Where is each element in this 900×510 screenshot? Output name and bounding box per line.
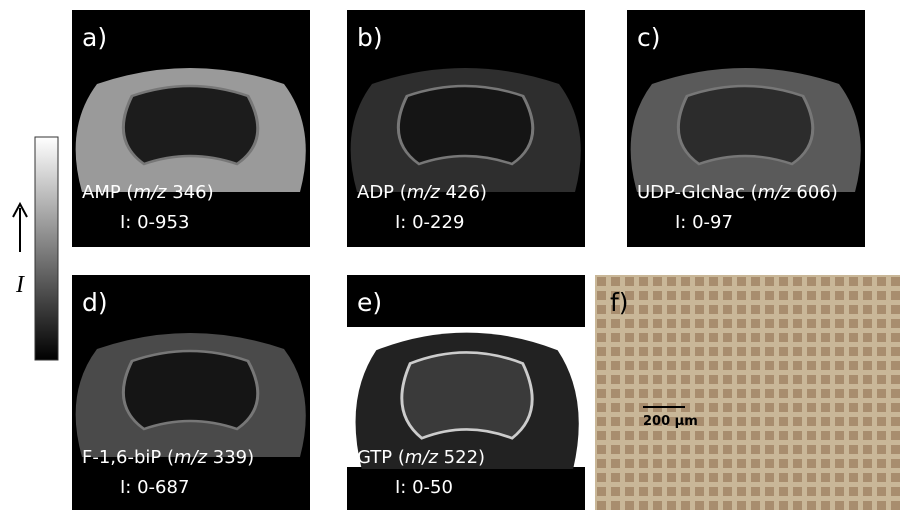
compound-name: AMP ( [82,182,133,203]
panel-label: b) [357,23,383,52]
figure: I a)AMP (m/z 346)I: 0-953b)ADP (m/z 426)… [0,0,900,510]
compound-name: GTP ( [357,447,405,468]
photo-panel: f) 200 µm [595,275,900,510]
tissue-region [398,86,532,164]
mz-label: m/z [758,182,792,203]
tissue-region [123,351,257,429]
tissue-image [76,68,306,192]
panel-label: c) [637,23,661,52]
mz-value: 339) [207,447,254,468]
mz-label: m/z [133,182,167,203]
photo [595,275,900,510]
image-panel: e) GTP (m/z 522) I: 0-50 [347,275,585,510]
mz-value: 426) [440,182,487,203]
image-panel: b) ADP (m/z 426) I: 0-229 [347,10,585,247]
intensity-range: I: 0-687 [120,477,189,498]
tissue-image [631,68,861,192]
mz-label: m/z [405,447,439,468]
tissue-region [678,86,812,164]
compound-name: ADP ( [357,182,407,203]
panel-label: f) [610,288,629,317]
tissue-image [76,333,306,457]
compound-title: UDP-GlcNac (m/z 606) [637,182,838,203]
panel-label: a) [82,23,107,52]
tissue-region [402,352,532,438]
compound-title: ADP (m/z 426) [357,182,487,203]
image-panel: c) UDP-GlcNac (m/z 606) I: 0-97 [627,10,865,247]
panel-label: d) [82,288,108,317]
panel-label: e) [357,288,382,317]
intensity-range: I: 0-953 [120,212,189,233]
mz-label: m/z [407,182,441,203]
mz-value: 606) [791,182,838,203]
mz-value: 522) [438,447,485,468]
tissue-image [351,68,581,192]
mz-value: 346) [167,182,214,203]
compound-name: F-1,6-biP ( [82,447,174,468]
intensity-range: I: 0-229 [395,212,464,233]
tissue-region [123,86,257,164]
image-panel: d) F-1,6-biP (m/z 339) I: 0-687 [72,275,310,510]
image-panel: a) AMP (m/z 346) I: 0-953 [72,10,310,247]
compound-title: AMP (m/z 346) [82,182,214,203]
colorbar-label: I [15,272,25,298]
intensity-range: I: 0-50 [395,477,453,498]
intensity-range: I: 0-97 [675,212,733,233]
compound-title: F-1,6-biP (m/z 339) [82,447,254,468]
mz-label: m/z [174,447,208,468]
compound-title: GTP (m/z 522) [357,447,485,468]
compound-name: UDP-GlcNac ( [637,182,758,203]
colorbar [35,137,58,360]
scale-bar-label: 200 µm [643,414,698,429]
